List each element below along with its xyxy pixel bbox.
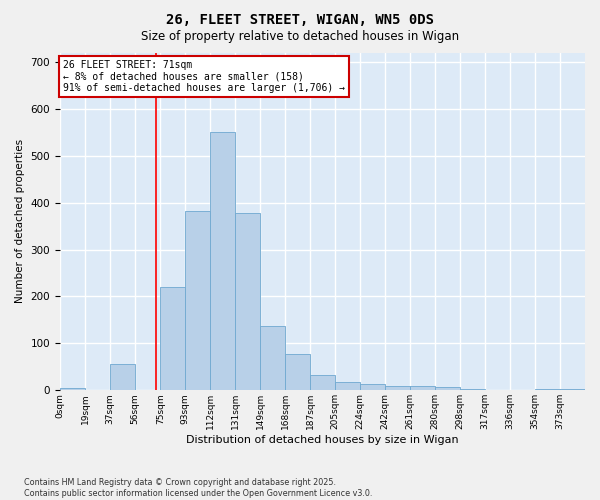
Text: 26 FLEET STREET: 71sqm
← 8% of detached houses are smaller (158)
91% of semi-det: 26 FLEET STREET: 71sqm ← 8% of detached …	[63, 60, 345, 92]
Bar	[335, 382, 360, 390]
Bar	[435, 386, 460, 390]
Bar	[535, 389, 560, 390]
Bar	[460, 389, 485, 390]
Bar	[560, 389, 585, 390]
Bar	[185, 210, 210, 390]
Bar	[210, 132, 235, 390]
Bar	[110, 364, 135, 390]
Bar	[410, 386, 435, 390]
Bar	[285, 354, 310, 391]
Y-axis label: Number of detached properties: Number of detached properties	[15, 140, 25, 304]
Bar	[235, 213, 260, 390]
Bar	[360, 384, 385, 390]
Bar	[260, 326, 285, 390]
Bar	[385, 386, 410, 390]
Bar	[160, 287, 185, 391]
X-axis label: Distribution of detached houses by size in Wigan: Distribution of detached houses by size …	[186, 435, 459, 445]
Text: 26, FLEET STREET, WIGAN, WN5 0DS: 26, FLEET STREET, WIGAN, WN5 0DS	[166, 12, 434, 26]
Bar	[310, 375, 335, 390]
Bar	[61, 388, 85, 390]
Text: Contains HM Land Registry data © Crown copyright and database right 2025.
Contai: Contains HM Land Registry data © Crown c…	[24, 478, 373, 498]
Text: Size of property relative to detached houses in Wigan: Size of property relative to detached ho…	[141, 30, 459, 43]
